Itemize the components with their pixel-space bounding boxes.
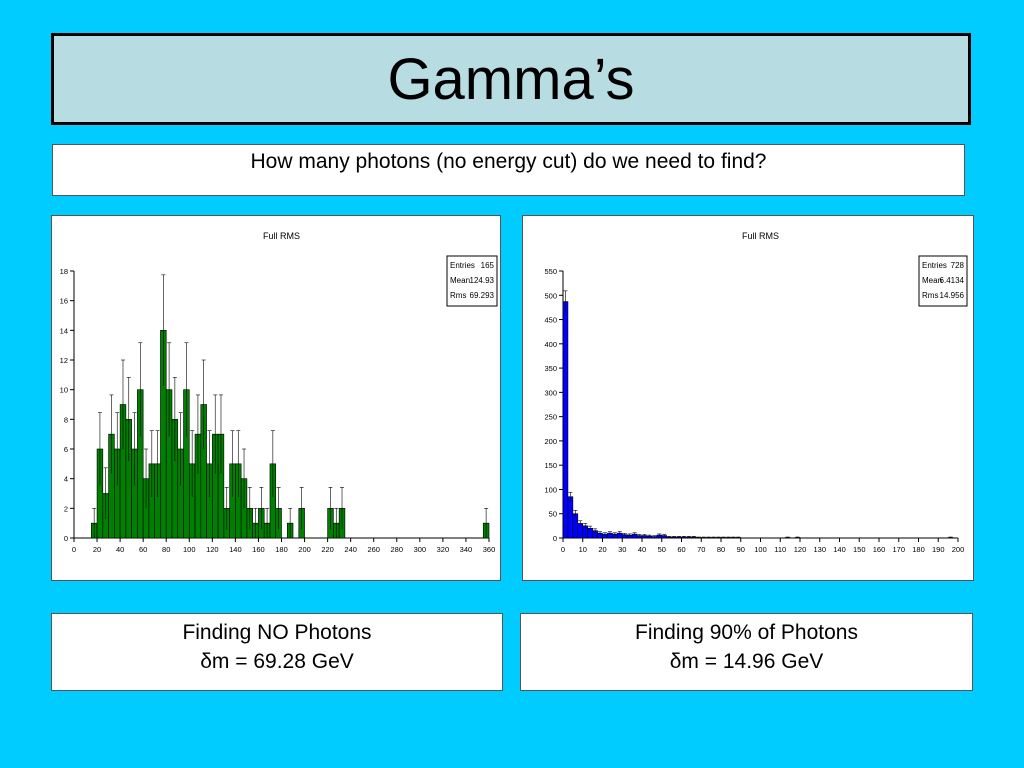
y-tick-label: 16 <box>60 297 68 306</box>
x-tick-label: 30 <box>618 545 626 554</box>
stats-label: Mean <box>450 276 470 285</box>
x-tick-label: 140 <box>229 545 242 554</box>
x-tick-label: 160 <box>252 545 265 554</box>
question-text: How many photons (no energy cut) do we n… <box>250 150 767 173</box>
caption-left-line2: δm = 69.28 GeV <box>200 650 354 673</box>
y-tick-label: 6 <box>64 445 68 454</box>
stats-value: 728 <box>951 261 965 270</box>
histogram-panel-left: Full RMS 0 20 40 60 80 100 120 140 160 180 200 220 24… <box>51 215 501 581</box>
x-tick-label: 100 <box>183 545 196 554</box>
x-tick-label: 260 <box>367 545 380 554</box>
caption-left: Finding NO Photons δm = 69.28 GeV <box>51 613 503 691</box>
stats-label: Entries <box>922 261 947 270</box>
x-tick-label: 20 <box>93 545 101 554</box>
x-tick-label: 40 <box>116 545 124 554</box>
x-tick-label: 40 <box>638 545 646 554</box>
x-tick-label: 110 <box>774 545 786 554</box>
y-tick-label: 0 <box>64 534 68 543</box>
question-box: How many photons (no energy cut) do we n… <box>52 144 965 196</box>
stats-label: Rms <box>922 291 938 300</box>
x-tick-label: 200 <box>952 545 965 554</box>
x-tick-label: 140 <box>833 545 846 554</box>
y-tick-label: 200 <box>544 437 557 446</box>
x-tick-label: 190 <box>932 545 945 554</box>
y-tick-label: 300 <box>544 388 557 397</box>
x-tick-label: 80 <box>162 545 170 554</box>
x-tick-label: 130 <box>813 545 826 554</box>
y-tick-label: 450 <box>544 316 557 325</box>
x-tick-label: 20 <box>598 545 606 554</box>
histogram-bar <box>572 513 579 539</box>
x-tick-label: 280 <box>391 545 404 554</box>
y-tick-label: 10 <box>60 386 68 395</box>
x-tick-label: 220 <box>321 545 334 554</box>
y-tick-label: 100 <box>544 485 557 494</box>
slide-title: Gamma’s <box>387 46 635 112</box>
x-tick-label: 360 <box>483 545 496 554</box>
x-tick-label: 200 <box>298 545 311 554</box>
stats-value: 69.293 <box>470 291 495 300</box>
stats-label: Entries <box>450 261 475 270</box>
stats-box <box>918 255 968 307</box>
y-tick-label: 18 <box>60 267 68 276</box>
x-tick-label: 10 <box>579 545 587 554</box>
slide-title-box: Gamma’s <box>51 33 971 125</box>
chart-title: Full RMS <box>742 231 779 241</box>
caption-right-line1: Finding 90% of Photons <box>635 621 858 644</box>
histogram-bar <box>567 496 574 539</box>
x-tick-label: 340 <box>460 545 473 554</box>
y-tick-label: 150 <box>544 461 557 470</box>
x-tick-label: 300 <box>414 545 427 554</box>
y-tick-label: 12 <box>60 356 68 365</box>
chart-title: Full RMS <box>263 231 300 241</box>
y-tick-label: 14 <box>60 326 68 335</box>
caption-right: Finding 90% of Photons δm = 14.96 GeV <box>520 613 973 691</box>
stats-value: 6.4134 <box>940 276 965 285</box>
stats-value: 124.93 <box>470 276 495 285</box>
x-tick-label: 120 <box>794 545 807 554</box>
x-tick-label: 70 <box>697 545 705 554</box>
histogram-panel-right: Full RMS 0 10 20 30 40 50 60 70 80 90 100 110 120 130 1… <box>522 215 974 581</box>
x-tick-label: 50 <box>658 545 666 554</box>
stats-box <box>446 255 498 307</box>
x-tick-label: 60 <box>677 545 685 554</box>
x-tick-label: 80 <box>717 545 725 554</box>
y-tick-label: 250 <box>544 413 557 422</box>
y-tick-label: 350 <box>544 364 557 373</box>
x-tick-label: 60 <box>139 545 147 554</box>
y-tick-label: 400 <box>544 340 557 349</box>
y-tick-label: 2 <box>64 504 68 513</box>
y-tick-label: 4 <box>64 475 68 484</box>
x-tick-label: 100 <box>754 545 767 554</box>
x-tick-label: 120 <box>206 545 219 554</box>
x-tick-label: 320 <box>437 545 450 554</box>
x-tick-label: 0 <box>561 545 565 554</box>
stats-label: Rms <box>450 291 466 300</box>
x-tick-label: 160 <box>873 545 886 554</box>
stats-value: 14.956 <box>940 291 965 300</box>
stats-value: 165 <box>481 261 495 270</box>
x-tick-label: 150 <box>853 545 866 554</box>
stats-label: Mean <box>922 276 942 285</box>
histogram-bar <box>562 301 569 539</box>
caption-right-line2: δm = 14.96 GeV <box>669 650 824 673</box>
y-tick-label: 8 <box>64 415 68 424</box>
x-tick-label: 0 <box>72 545 76 554</box>
y-tick-label: 50 <box>549 510 557 519</box>
x-tick-label: 180 <box>275 545 288 554</box>
x-tick-label: 240 <box>344 545 357 554</box>
x-tick-label: 180 <box>912 545 925 554</box>
x-tick-label: 170 <box>892 545 905 554</box>
y-tick-label: 0 <box>553 534 557 543</box>
y-tick-label: 550 <box>544 267 557 276</box>
histogram-90-percent-photons: Full RMS 0 10 20 30 40 50 60 70 80 90 100 110 120 130 1… <box>544 231 968 554</box>
x-tick-label: 90 <box>737 545 745 554</box>
caption-left-line1: Finding NO Photons <box>182 621 372 644</box>
y-tick-label: 500 <box>544 291 557 300</box>
